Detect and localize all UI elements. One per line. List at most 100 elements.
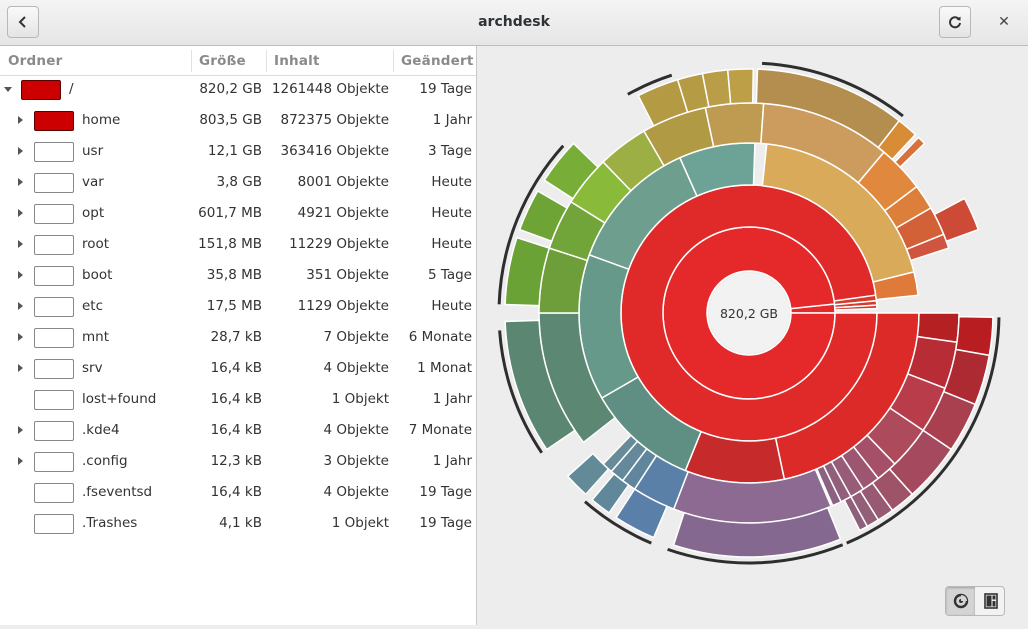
sunburst-chart[interactable]: 820,2 GB (478, 46, 1028, 625)
folder-size: 35,8 MB (206, 267, 262, 283)
rings-view-button[interactable] (946, 587, 975, 615)
sunburst-segment[interactable] (877, 119, 917, 161)
expander-icon[interactable] (18, 178, 23, 186)
tree-row[interactable]: opt 601,7 MB 4921 Objekte Heute (0, 199, 476, 230)
folder-modified: 19 Tage (419, 81, 472, 97)
folder-name: home (82, 112, 121, 128)
color-swatch (34, 421, 74, 441)
center-size-label: 820,2 GB (720, 306, 778, 321)
close-button[interactable]: ✕ (992, 6, 1016, 38)
sunburst-segment[interactable] (518, 189, 569, 243)
back-button[interactable] (7, 6, 39, 38)
column-contents-header[interactable]: Inhalt (274, 53, 320, 69)
folder-modified: 19 Tage (419, 515, 472, 531)
column-separator (393, 50, 394, 72)
folder-contents: 1261448 Objekte (271, 81, 389, 97)
folder-name: root (82, 236, 110, 252)
tree-row-root[interactable]: / 820,2 GB 1261448 Objekte 19 Tage (0, 75, 476, 106)
folder-modified: 1 Monat (417, 360, 472, 376)
folder-contents: 1 Objekt (331, 515, 389, 531)
sunburst-segment[interactable] (591, 472, 630, 514)
sunburst-segment[interactable] (872, 270, 919, 301)
folder-size: 16,4 kB (210, 484, 262, 500)
treemap-view-button[interactable] (976, 587, 1004, 615)
folder-name: opt (82, 205, 105, 221)
folder-contents: 872375 Objekte (280, 112, 390, 128)
tree-row[interactable]: lost+found 16,4 kB 1 Objekt 1 Jahr (0, 385, 476, 416)
folder-size: 12,3 kB (210, 453, 262, 469)
more-items-indicator (846, 317, 1001, 545)
color-swatch (34, 266, 74, 286)
sunburst-segment[interactable] (504, 319, 576, 451)
sunburst-segment[interactable] (504, 236, 551, 307)
sunburst-segment[interactable] (843, 495, 869, 532)
expander-icon[interactable] (18, 240, 23, 248)
color-swatch (34, 359, 74, 379)
more-items-indicator (584, 500, 652, 545)
sunburst-segment[interactable] (834, 304, 878, 311)
tree-row[interactable]: mnt 28,7 kB 7 Objekte 6 Monate (0, 323, 476, 354)
color-swatch (34, 483, 74, 503)
expander-icon[interactable] (18, 271, 23, 279)
treemap-chart-icon (983, 593, 998, 609)
column-name-header[interactable]: Ordner (8, 53, 63, 69)
expander-icon[interactable] (18, 426, 23, 434)
color-swatch (34, 514, 74, 534)
expander-icon[interactable] (18, 457, 23, 465)
expander-icon[interactable] (18, 364, 23, 372)
folder-modified: Heute (431, 236, 472, 252)
more-items-indicator (762, 61, 904, 118)
column-header: Ordner Größe Inhalt Geändert (0, 46, 476, 76)
tree-row[interactable]: .config 12,3 kB 3 Objekte 1 Jahr (0, 447, 476, 478)
folder-contents: 1 Objekt (331, 391, 389, 407)
sunburst-segment[interactable] (672, 506, 842, 558)
expander-icon[interactable] (18, 209, 23, 217)
folder-modified: Heute (431, 174, 472, 190)
tree-row[interactable]: home 803,5 GB 872375 Objekte 1 Jahr (0, 106, 476, 137)
color-swatch (34, 142, 74, 162)
column-size-header[interactable]: Größe (199, 53, 246, 69)
tree-row[interactable]: var 3,8 GB 8001 Objekte Heute (0, 168, 476, 199)
tree-row[interactable]: etc 17,5 MB 1129 Objekte Heute (0, 292, 476, 323)
folder-size: 4,1 kB (219, 515, 262, 531)
folder-name: / (69, 81, 74, 97)
expander-open-icon[interactable] (4, 87, 12, 92)
sunburst-segment[interactable] (815, 464, 843, 507)
sunburst-segment[interactable] (954, 315, 994, 357)
folder-tree-panel: Ordner Größe Inhalt Geändert / 820,2 GB … (0, 46, 477, 625)
color-swatch (34, 111, 74, 131)
expander-icon[interactable] (18, 116, 23, 124)
expander-icon[interactable] (18, 147, 23, 155)
sunburst-segment[interactable] (893, 136, 926, 169)
folder-name: usr (82, 143, 104, 159)
color-swatch (34, 173, 74, 193)
tree-row[interactable]: .Trashes 4,1 kB 1 Objekt 19 Tage (0, 509, 476, 540)
folder-contents: 351 Objekte (306, 267, 389, 283)
folder-contents: 363416 Objekte (280, 143, 390, 159)
folder-size: 28,7 kB (210, 329, 262, 345)
chart-panel: 820,2 GB (478, 46, 1028, 625)
tree-row[interactable]: .kde4 16,4 kB 4 Objekte 7 Monate (0, 416, 476, 447)
tree-row[interactable]: .fseventsd 16,4 kB 4 Objekte 19 Tage (0, 478, 476, 509)
folder-contents: 3 Objekte (323, 453, 389, 469)
folder-name: mnt (82, 329, 109, 345)
sunburst-segment[interactable] (566, 452, 610, 496)
sunburst-segment[interactable] (543, 142, 599, 200)
sunburst-segment[interactable] (726, 68, 755, 105)
folder-modified: 7 Monate (408, 422, 472, 438)
refresh-button[interactable] (939, 6, 971, 38)
tree-row[interactable]: root 151,8 MB 11229 Objekte Heute (0, 230, 476, 261)
sunburst-segment[interactable] (933, 197, 980, 243)
column-separator (266, 50, 267, 72)
sunburst-segment[interactable] (615, 488, 668, 539)
tree-row[interactable]: usr 12,1 GB 363416 Objekte 3 Tage (0, 137, 476, 168)
expander-icon[interactable] (18, 333, 23, 341)
sunburst-center[interactable] (709, 273, 789, 353)
folder-modified: 1 Jahr (432, 391, 472, 407)
expander-icon[interactable] (18, 302, 23, 310)
more-items-indicator (667, 543, 844, 565)
tree-row[interactable]: srv 16,4 kB 4 Objekte 1 Monat (0, 354, 476, 385)
column-modified-header[interactable]: Geändert (401, 53, 474, 69)
tree-row[interactable]: boot 35,8 MB 351 Objekte 5 Tage (0, 261, 476, 292)
sunburst-segment[interactable] (704, 102, 765, 148)
